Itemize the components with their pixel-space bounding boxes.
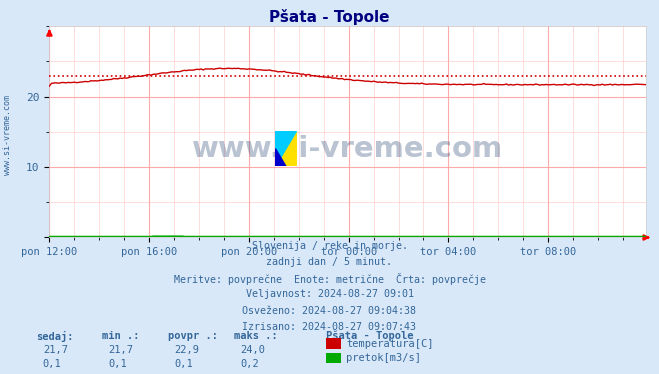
Text: sedaj:: sedaj: (36, 331, 74, 342)
Text: 0,2: 0,2 (241, 359, 259, 370)
Text: 0,1: 0,1 (43, 359, 61, 370)
Text: Pšata - Topole: Pšata - Topole (326, 331, 414, 341)
Text: www.si-vreme.com: www.si-vreme.com (192, 135, 503, 163)
Text: pretok[m3/s]: pretok[m3/s] (346, 353, 421, 363)
Text: 21,7: 21,7 (43, 345, 68, 355)
Text: povpr .:: povpr .: (168, 331, 218, 341)
Text: 0,1: 0,1 (109, 359, 127, 370)
Text: temperatura[C]: temperatura[C] (346, 339, 434, 349)
Polygon shape (275, 131, 297, 166)
Text: 22,9: 22,9 (175, 345, 200, 355)
Text: Slovenija / reke in morje.: Slovenija / reke in morje. (252, 241, 407, 251)
Text: www.si-vreme.com: www.si-vreme.com (3, 95, 13, 175)
Text: Osveženo: 2024-08-27 09:04:38: Osveženo: 2024-08-27 09:04:38 (243, 306, 416, 316)
Text: zadnji dan / 5 minut.: zadnji dan / 5 minut. (266, 257, 393, 267)
Text: 21,7: 21,7 (109, 345, 134, 355)
Text: Pšata - Topole: Pšata - Topole (270, 9, 389, 25)
Polygon shape (275, 148, 286, 166)
Text: maks .:: maks .: (234, 331, 277, 341)
Text: 24,0: 24,0 (241, 345, 266, 355)
Polygon shape (275, 131, 297, 166)
Text: Veljavnost: 2024-08-27 09:01: Veljavnost: 2024-08-27 09:01 (246, 289, 413, 300)
Text: Izrisano: 2024-08-27 09:07:43: Izrisano: 2024-08-27 09:07:43 (243, 322, 416, 332)
Text: 0,1: 0,1 (175, 359, 193, 370)
Text: Meritve: povprečne  Enote: metrične  Črta: povprečje: Meritve: povprečne Enote: metrične Črta:… (173, 273, 486, 285)
Text: min .:: min .: (102, 331, 140, 341)
